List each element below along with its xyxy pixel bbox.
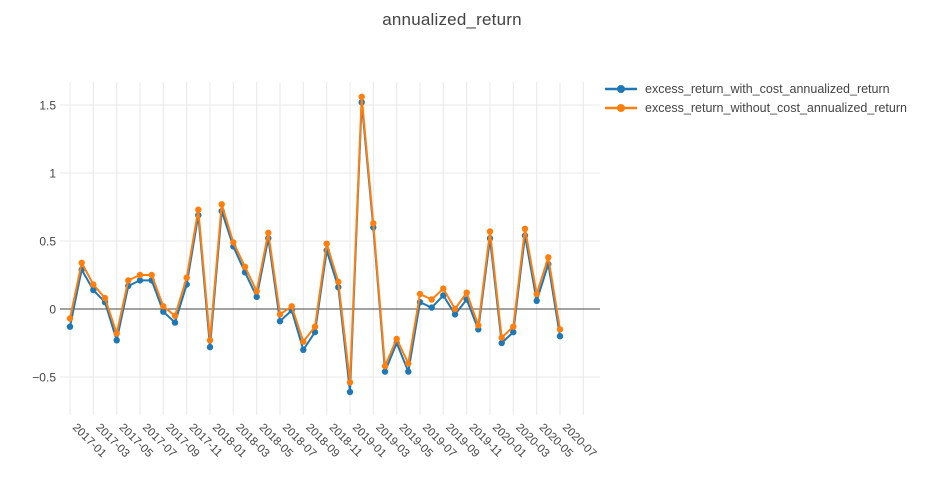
data-point-marker[interactable] xyxy=(276,318,284,325)
data-point-marker[interactable] xyxy=(440,292,447,299)
data-point-marker[interactable] xyxy=(90,286,97,294)
data-point-marker[interactable] xyxy=(300,338,307,345)
data-point-marker[interactable] xyxy=(253,288,260,295)
data-point-marker[interactable] xyxy=(533,297,540,304)
y-tick-label: −0.5 xyxy=(32,371,56,385)
data-point-marker[interactable] xyxy=(475,322,482,329)
data-point-marker[interactable] xyxy=(300,346,307,353)
data-point-marker[interactable] xyxy=(148,271,155,279)
data-point-marker[interactable] xyxy=(160,303,167,310)
legend-line-marker-icon xyxy=(605,104,637,112)
chart-title: annualized_return xyxy=(382,10,522,29)
data-point-marker[interactable] xyxy=(463,289,470,296)
data-point-marker[interactable] xyxy=(556,333,564,340)
data-point-marker[interactable] xyxy=(311,328,319,336)
y-tick-label: 0 xyxy=(49,303,56,317)
data-point-marker[interactable] xyxy=(230,239,237,246)
data-point-marker[interactable] xyxy=(288,303,295,310)
data-point-marker[interactable] xyxy=(405,360,412,367)
series-line-without-cost xyxy=(69,95,561,384)
data-point-marker[interactable] xyxy=(428,304,435,311)
data-point-marker[interactable] xyxy=(358,93,365,101)
y-tick-label: 1 xyxy=(49,167,56,181)
data-point-marker[interactable] xyxy=(183,274,190,281)
data-point-marker[interactable] xyxy=(113,337,120,344)
series-line-with-cost xyxy=(69,101,561,393)
data-point-marker[interactable] xyxy=(265,229,272,236)
data-point-marker[interactable] xyxy=(160,308,167,315)
data-point-marker[interactable] xyxy=(428,296,435,303)
data-point-marker[interactable] xyxy=(90,281,97,288)
data-point-marker[interactable] xyxy=(533,290,540,298)
data-point-marker[interactable] xyxy=(253,293,260,300)
data-point-marker[interactable] xyxy=(370,220,377,227)
data-point-marker[interactable] xyxy=(346,379,354,386)
data-point-marker[interactable] xyxy=(393,335,400,343)
data-point-marker[interactable] xyxy=(498,339,505,347)
data-point-marker[interactable] xyxy=(311,323,319,330)
data-point-marker[interactable] xyxy=(206,343,214,351)
data-point-marker[interactable] xyxy=(346,388,354,396)
data-point-marker[interactable] xyxy=(125,277,132,284)
data-point-marker[interactable] xyxy=(521,225,529,232)
legend-item-without-cost[interactable]: excess_return_without_cost_annualized_re… xyxy=(604,99,907,117)
y-tick-label: 0.5 xyxy=(39,235,56,249)
data-point-marker[interactable] xyxy=(171,312,179,319)
data-point-marker[interactable] xyxy=(405,368,412,375)
data-point-marker[interactable] xyxy=(241,263,249,270)
data-point-marker[interactable] xyxy=(66,323,74,330)
data-point-marker[interactable] xyxy=(545,254,552,261)
data-point-marker[interactable] xyxy=(206,337,214,344)
data-point-marker[interactable] xyxy=(440,285,447,292)
data-point-marker[interactable] xyxy=(451,311,459,318)
data-point-marker[interactable] xyxy=(498,334,505,341)
y-tick-label: 1.5 xyxy=(39,99,56,113)
data-point-marker[interactable] xyxy=(171,319,179,326)
data-point-marker[interactable] xyxy=(323,240,330,247)
data-point-marker[interactable] xyxy=(101,294,109,302)
data-point-marker[interactable] xyxy=(335,278,342,285)
data-point-marker[interactable] xyxy=(381,368,389,375)
data-point-marker[interactable] xyxy=(195,206,202,213)
data-point-marker[interactable] xyxy=(556,326,564,333)
data-point-marker[interactable] xyxy=(66,315,74,322)
data-point-marker[interactable] xyxy=(113,330,120,337)
legend-label: excess_return_with_cost_annualized_retur… xyxy=(645,82,890,96)
legend-line-marker-icon xyxy=(605,85,637,93)
data-point-marker[interactable] xyxy=(451,305,459,313)
data-point-marker[interactable] xyxy=(136,271,144,279)
data-point-marker[interactable] xyxy=(276,311,284,318)
legend: excess_return_with_cost_annualized_retur… xyxy=(604,80,907,117)
data-point-marker[interactable] xyxy=(486,228,494,235)
legend-item-with-cost[interactable]: excess_return_with_cost_annualized_retur… xyxy=(604,80,907,98)
data-point-marker[interactable] xyxy=(381,362,389,370)
data-point-marker[interactable] xyxy=(510,328,517,336)
data-point-marker[interactable] xyxy=(416,290,424,298)
data-point-marker[interactable] xyxy=(510,323,517,330)
legend-label: excess_return_without_cost_annualized_re… xyxy=(645,101,907,115)
data-point-marker[interactable] xyxy=(136,277,144,284)
data-point-marker[interactable] xyxy=(78,259,85,266)
data-point-marker[interactable] xyxy=(218,201,225,208)
